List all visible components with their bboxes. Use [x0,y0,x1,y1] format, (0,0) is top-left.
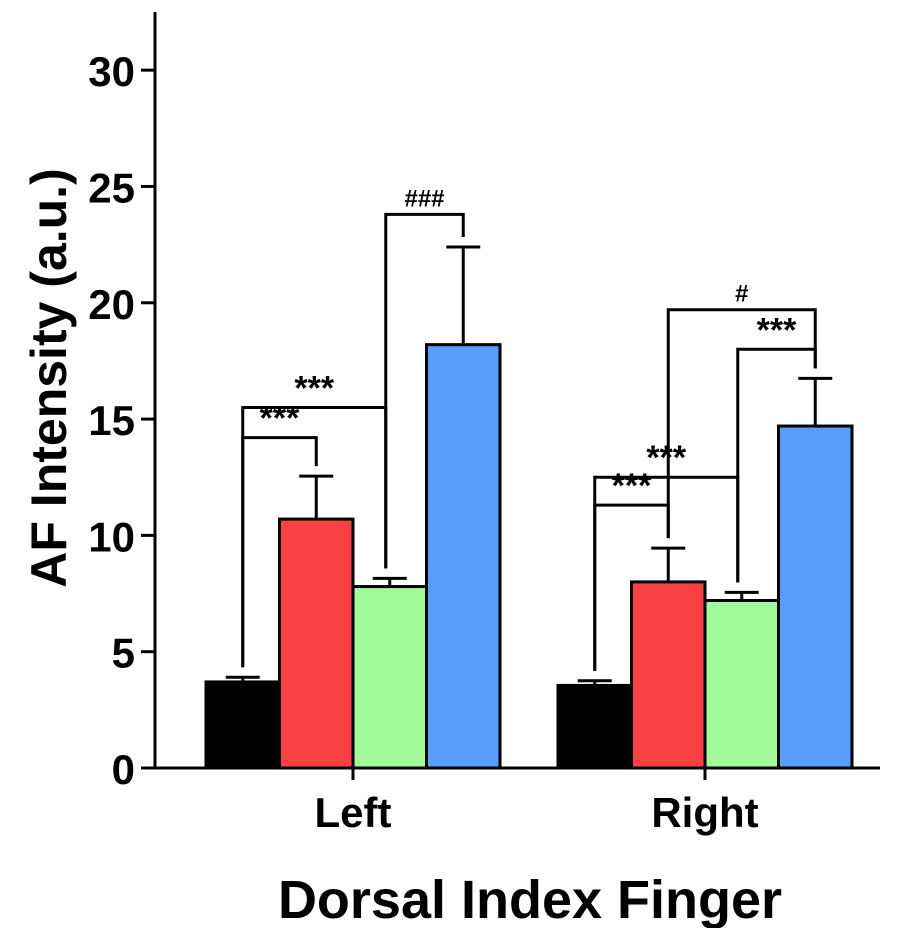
significance-brackets: ******###*********# [241,185,817,671]
significance-bracket [666,308,817,539]
bar [351,585,428,770]
significance-label: # [735,281,748,308]
y-tick-label: 25 [88,164,135,211]
significance-label: *** [294,369,334,407]
bar [703,599,780,770]
error-bars [225,245,833,686]
y-tick-label: 0 [112,746,135,793]
bar [630,580,707,770]
significance-label: ### [404,185,444,212]
x-axis-label: Dorsal Index Finger [278,870,782,928]
bar [278,517,355,770]
bar [556,683,633,770]
significance-label: *** [260,400,300,438]
significance-label: *** [646,439,686,477]
bar [777,424,854,770]
bar [204,680,281,770]
significance-bracket [241,436,318,668]
y-tick-label: 15 [88,397,135,444]
y-tick-label: 20 [88,281,135,328]
significance-bracket [384,212,465,569]
x-tick-label: Right [651,789,758,836]
significance-label: *** [612,467,652,505]
bars [204,343,854,770]
bar [425,343,502,770]
x-tick-label: Left [315,789,392,836]
y-axis-label: AF Intensity (a.u.) [21,168,77,587]
y-tick-label: 10 [88,513,135,560]
y-axis: 0 5 10 15 20 25 30 [88,12,157,793]
significance-label: *** [757,311,797,349]
y-tick-label: 5 [112,630,135,677]
y-tick-label: 30 [88,48,135,95]
x-axis: Left Right [153,766,880,836]
